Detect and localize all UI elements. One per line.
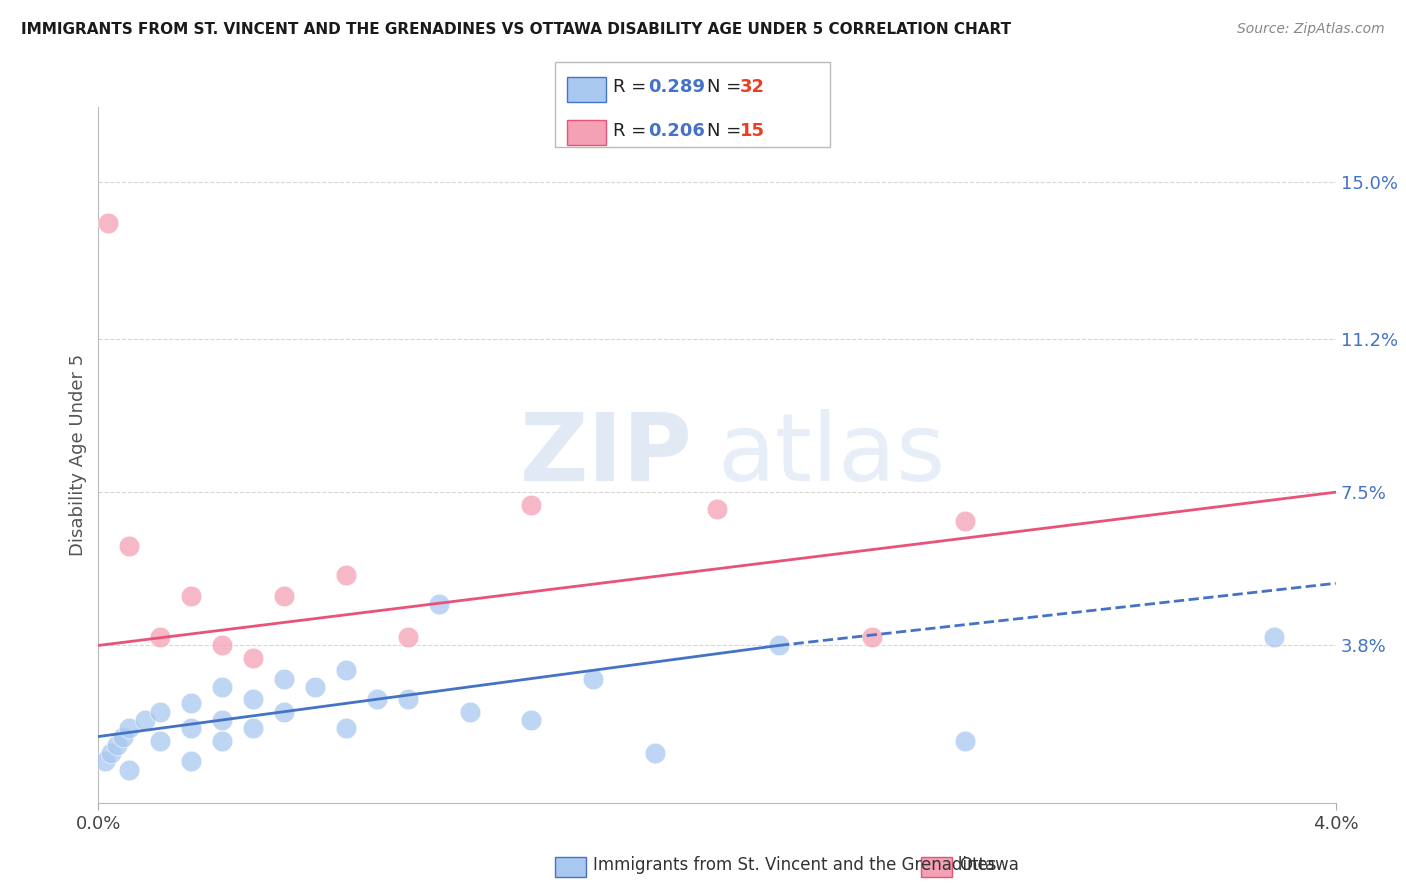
Point bbox=[149, 733, 172, 747]
Point bbox=[644, 746, 666, 760]
Point bbox=[242, 692, 264, 706]
Point bbox=[118, 539, 141, 553]
Point bbox=[100, 746, 122, 760]
Point bbox=[860, 630, 883, 644]
Text: R =: R = bbox=[613, 78, 652, 96]
Point bbox=[180, 589, 202, 603]
Point bbox=[335, 721, 357, 735]
Point bbox=[180, 755, 202, 769]
Text: IMMIGRANTS FROM ST. VINCENT AND THE GRENADINES VS OTTAWA DISABILITY AGE UNDER 5 : IMMIGRANTS FROM ST. VINCENT AND THE GREN… bbox=[21, 22, 1011, 37]
Point bbox=[134, 713, 156, 727]
Text: N =: N = bbox=[707, 122, 747, 140]
Point bbox=[97, 216, 120, 230]
Text: atlas: atlas bbox=[717, 409, 945, 501]
Point bbox=[211, 680, 233, 694]
Text: R =: R = bbox=[613, 122, 652, 140]
Point bbox=[520, 498, 543, 512]
Point bbox=[112, 730, 135, 744]
Point bbox=[118, 763, 141, 777]
Point bbox=[335, 663, 357, 677]
Point bbox=[211, 639, 233, 653]
Point bbox=[149, 705, 172, 719]
Point bbox=[211, 733, 233, 747]
Point bbox=[105, 738, 128, 752]
Y-axis label: Disability Age Under 5: Disability Age Under 5 bbox=[69, 354, 87, 556]
Point bbox=[93, 755, 115, 769]
Text: N =: N = bbox=[707, 78, 747, 96]
Point bbox=[273, 672, 295, 686]
Text: 0.206: 0.206 bbox=[648, 122, 704, 140]
Point bbox=[211, 713, 233, 727]
Text: 0.289: 0.289 bbox=[648, 78, 706, 96]
Point bbox=[953, 514, 976, 528]
Point bbox=[149, 630, 172, 644]
Text: Source: ZipAtlas.com: Source: ZipAtlas.com bbox=[1237, 22, 1385, 37]
Point bbox=[520, 713, 543, 727]
Text: 32: 32 bbox=[740, 78, 765, 96]
Point bbox=[427, 597, 450, 611]
Point bbox=[118, 721, 141, 735]
Point bbox=[366, 692, 388, 706]
Point bbox=[242, 721, 264, 735]
Point bbox=[273, 589, 295, 603]
Point bbox=[582, 672, 605, 686]
Text: Immigrants from St. Vincent and the Grenadines: Immigrants from St. Vincent and the Gren… bbox=[593, 856, 997, 874]
Point bbox=[304, 680, 326, 694]
Text: Ottawa: Ottawa bbox=[959, 856, 1019, 874]
Point bbox=[953, 733, 976, 747]
Point bbox=[706, 501, 728, 516]
Point bbox=[458, 705, 481, 719]
Point bbox=[1263, 630, 1285, 644]
Point bbox=[180, 697, 202, 711]
Text: 15: 15 bbox=[740, 122, 765, 140]
Point bbox=[396, 630, 419, 644]
Point bbox=[242, 651, 264, 665]
Point bbox=[768, 639, 790, 653]
Point bbox=[180, 721, 202, 735]
Point bbox=[273, 705, 295, 719]
Text: ZIP: ZIP bbox=[519, 409, 692, 501]
Point bbox=[396, 692, 419, 706]
Point bbox=[335, 568, 357, 582]
